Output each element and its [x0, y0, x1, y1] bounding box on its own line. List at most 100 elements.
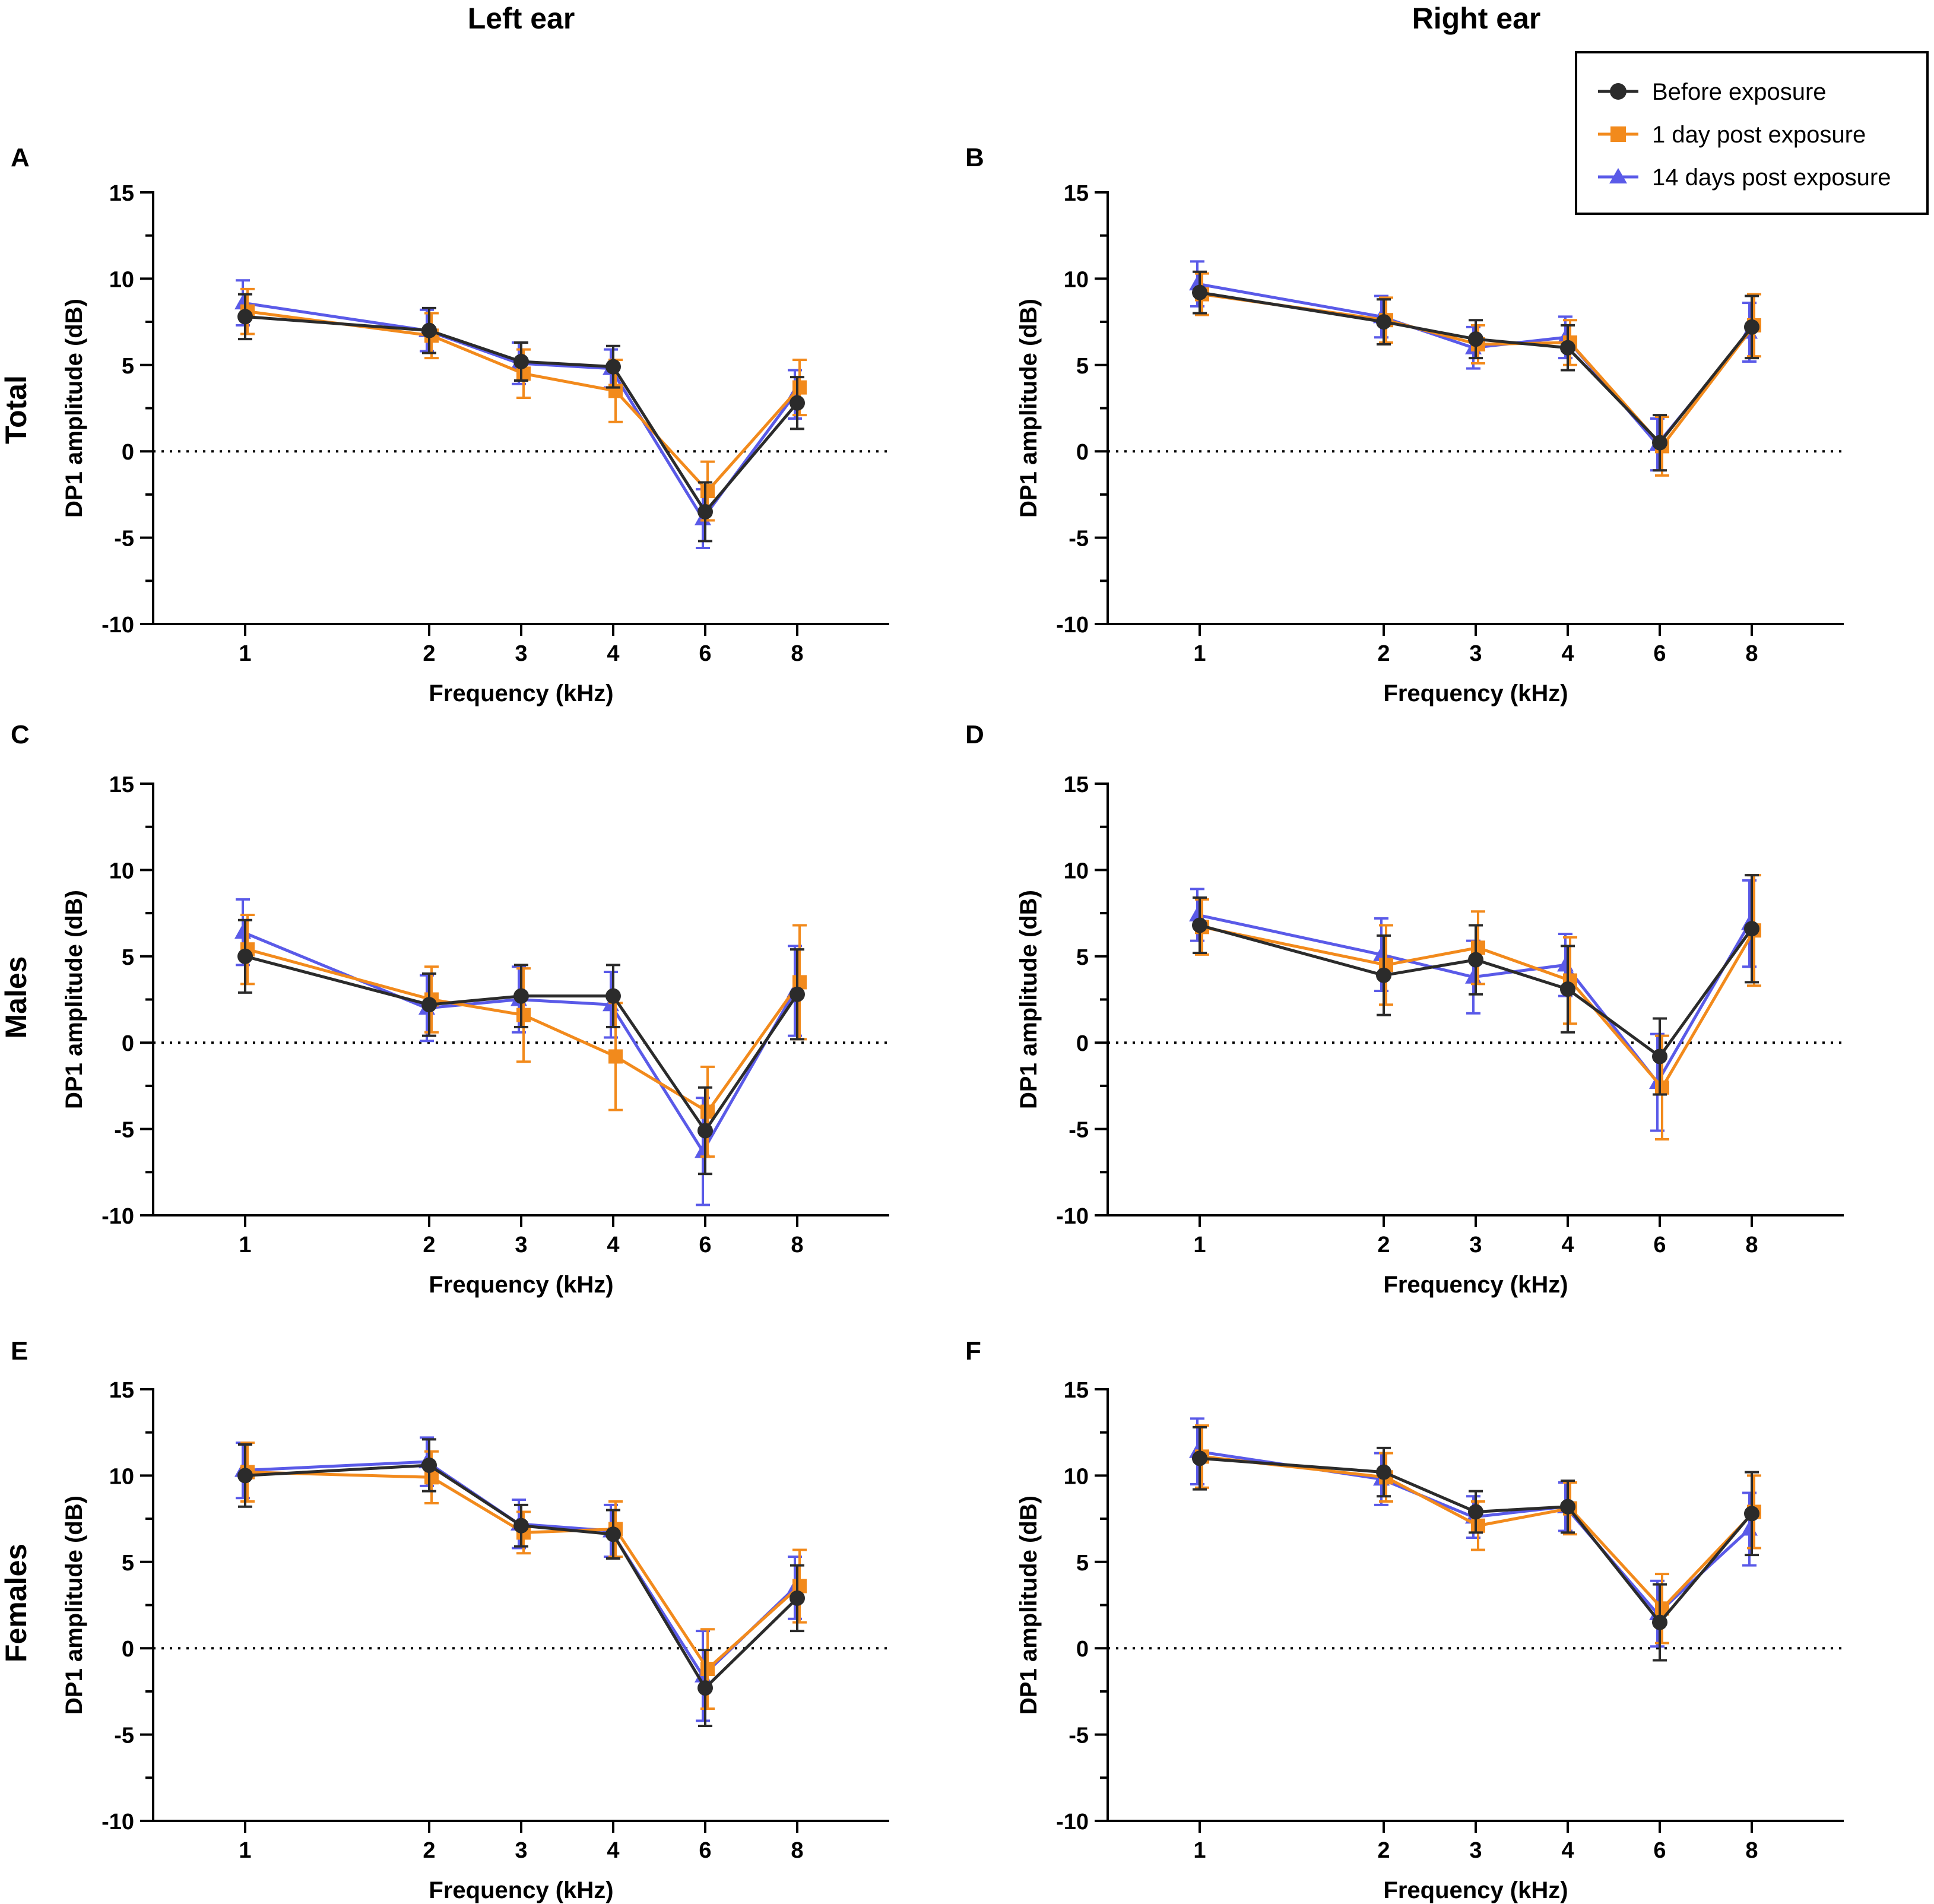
panel-a-point-before: [513, 353, 529, 369]
panel-c-point-day1: [608, 1049, 623, 1064]
row-title-total: Total: [0, 375, 33, 444]
panel-d-point-before: [1560, 981, 1575, 997]
panel-b-y-tick-label: -5: [1069, 527, 1089, 552]
panel-a-point-before: [790, 395, 805, 411]
legend: Before exposure 1 day post exposure 14 d…: [1575, 51, 1929, 215]
panel-b-point-before: [1652, 435, 1667, 451]
panel-b-line-day1: [1201, 293, 1755, 448]
panel-a-point-day1: [792, 380, 807, 395]
panel-c-point-before: [513, 988, 529, 1004]
panel-a-x-tick-label: 4: [607, 641, 619, 666]
panel-label-a: A: [11, 143, 30, 172]
panel-c-y-tick-label: 15: [109, 772, 134, 797]
panel-c-point-before: [237, 948, 253, 964]
panel-c-point-day1: [516, 1008, 531, 1022]
panel-a-y-tick-label: 5: [122, 354, 134, 379]
panel-c-point-before: [790, 986, 805, 1002]
panel-a-x-tick-label: 6: [699, 641, 711, 666]
panel-label-f: F: [965, 1336, 981, 1366]
panel-f-x-axis-label: Frequency (kHz): [1383, 1877, 1568, 1903]
panel-d-x-tick-label: 4: [1561, 1233, 1574, 1257]
panel-c-x-tick-label: 6: [699, 1233, 711, 1257]
panel-f-point-day1: [1471, 1518, 1485, 1533]
panel-e-x-tick-label: 2: [423, 1838, 435, 1863]
panel-f-y-tick-label: 10: [1064, 1464, 1089, 1489]
panel-c-line-day1: [247, 948, 801, 1114]
panel-c-x-tick-label: 8: [791, 1233, 803, 1257]
panel-c-point-day1: [700, 1104, 715, 1119]
panel-d-y-tick-label: -10: [1056, 1204, 1089, 1229]
column-title-right: Right ear: [1412, 2, 1541, 35]
legend-marker-day1: [1610, 126, 1626, 142]
panel-e-x-tick-label: 4: [607, 1838, 619, 1863]
panel-d-series-before: [1192, 874, 1759, 1096]
panel-a-y-tick-label: 15: [109, 181, 134, 206]
panel-e-line-before: [245, 1463, 798, 1690]
legend-marker-day14: [1609, 168, 1627, 183]
panel-d-x-tick-label: 3: [1469, 1233, 1482, 1257]
panel-b-series-before: [1192, 270, 1759, 472]
panel-d-y-tick-label: 0: [1076, 1031, 1089, 1056]
panel-b-series-day14: [1189, 260, 1758, 472]
panel-d-right-males: -10 -5 0 5 10 15 1 2 3 4 6 8 Frequency (kHz) DP1 ampl…: [1016, 772, 1844, 1298]
panel-a-point-before: [697, 503, 713, 519]
panel-f-x-tick-label: 4: [1561, 1838, 1574, 1863]
panel-label-b: B: [965, 143, 984, 172]
panel-d-series-day1: [1195, 874, 1761, 1141]
panel-c-x-axis-label: Frequency (kHz): [429, 1272, 613, 1298]
panel-e-x-tick-label: 6: [699, 1838, 711, 1863]
panel-b-y-tick-label: 15: [1064, 181, 1089, 206]
panel-c-series-before: [237, 918, 805, 1176]
panel-c-y-tick-label: 10: [109, 858, 134, 883]
panel-e-point-before: [790, 1590, 805, 1606]
panel-c-y-axis-label: DP1 amplitude (dB): [61, 890, 87, 1109]
panel-f-x-tick-label: 1: [1193, 1838, 1206, 1863]
panel-b-x-tick-label: 3: [1469, 641, 1482, 666]
panel-f-y-tick-label: -5: [1069, 1724, 1089, 1748]
panel-f-y-tick-label: 0: [1076, 1637, 1089, 1662]
row-title-males: Males: [0, 956, 33, 1039]
panel-d-point-before: [1192, 917, 1207, 933]
panel-f-line-day1: [1201, 1455, 1755, 1610]
panel-d-x-axis-label: Frequency (kHz): [1383, 1272, 1568, 1298]
panel-b-y-axis-label: DP1 amplitude (dB): [1016, 299, 1042, 518]
panel-c-y-tick-label: -10: [102, 1204, 134, 1229]
panel-f-y-tick-label: 5: [1076, 1551, 1089, 1576]
panel-e-y-tick-label: 10: [109, 1464, 134, 1489]
panel-a-line-before: [245, 315, 798, 514]
panel-a-point-before: [605, 359, 621, 375]
panel-a-y-axis-label: DP1 amplitude (dB): [61, 299, 87, 518]
panel-e-line-day1: [247, 1471, 801, 1671]
panel-c-point-before: [605, 988, 621, 1004]
panel-a-x-axis-label: Frequency (kHz): [429, 680, 613, 707]
panel-b-x-tick-label: 4: [1561, 641, 1574, 666]
panel-e-series-day1: [240, 1442, 807, 1710]
panel-a-y-tick-label: -5: [114, 527, 134, 552]
panel-b-x-axis-label: Frequency (kHz): [1383, 680, 1568, 707]
panel-b-x-tick-label: 6: [1653, 641, 1666, 666]
panel-e-y-axis-label: DP1 amplitude (dB): [61, 1496, 87, 1715]
panel-b-line-before: [1199, 291, 1753, 445]
panel-b-point-before: [1560, 340, 1575, 356]
panel-f-point-before: [1560, 1499, 1575, 1515]
legend-marker-before: [1610, 83, 1627, 100]
legend-label-day1: 1 day post exposure: [1652, 122, 1866, 148]
panel-d-x-tick-label: 8: [1745, 1233, 1758, 1257]
panel-label-d: D: [965, 720, 984, 749]
panel-f-point-before: [1652, 1614, 1667, 1630]
panel-f-series-before: [1192, 1425, 1759, 1662]
panel-d-y-tick-label: -5: [1069, 1118, 1089, 1143]
panel-a-x-tick-label: 8: [791, 641, 803, 666]
panel-d-point-day1: [1655, 1080, 1669, 1095]
panel-a-y-tick-label: 0: [122, 440, 134, 465]
panel-e-left-females: -10 -5 0 5 10 15 1 2 3 4 6 8 Frequency (kHz) DP1 ampl…: [61, 1378, 889, 1903]
panel-c-x-tick-label: 3: [515, 1233, 527, 1257]
panel-d-x-tick-label: 1: [1193, 1233, 1206, 1257]
panel-d-point-before: [1652, 1048, 1667, 1065]
panel-f-y-tick-label: -10: [1056, 1810, 1089, 1835]
panel-f-y-tick-label: 15: [1064, 1378, 1089, 1403]
panel-f-x-tick-label: 6: [1653, 1838, 1666, 1863]
panel-f-x-tick-label: 2: [1377, 1838, 1390, 1863]
panel-b-y-tick-label: 0: [1076, 440, 1089, 465]
panel-e-point-before: [513, 1518, 529, 1534]
